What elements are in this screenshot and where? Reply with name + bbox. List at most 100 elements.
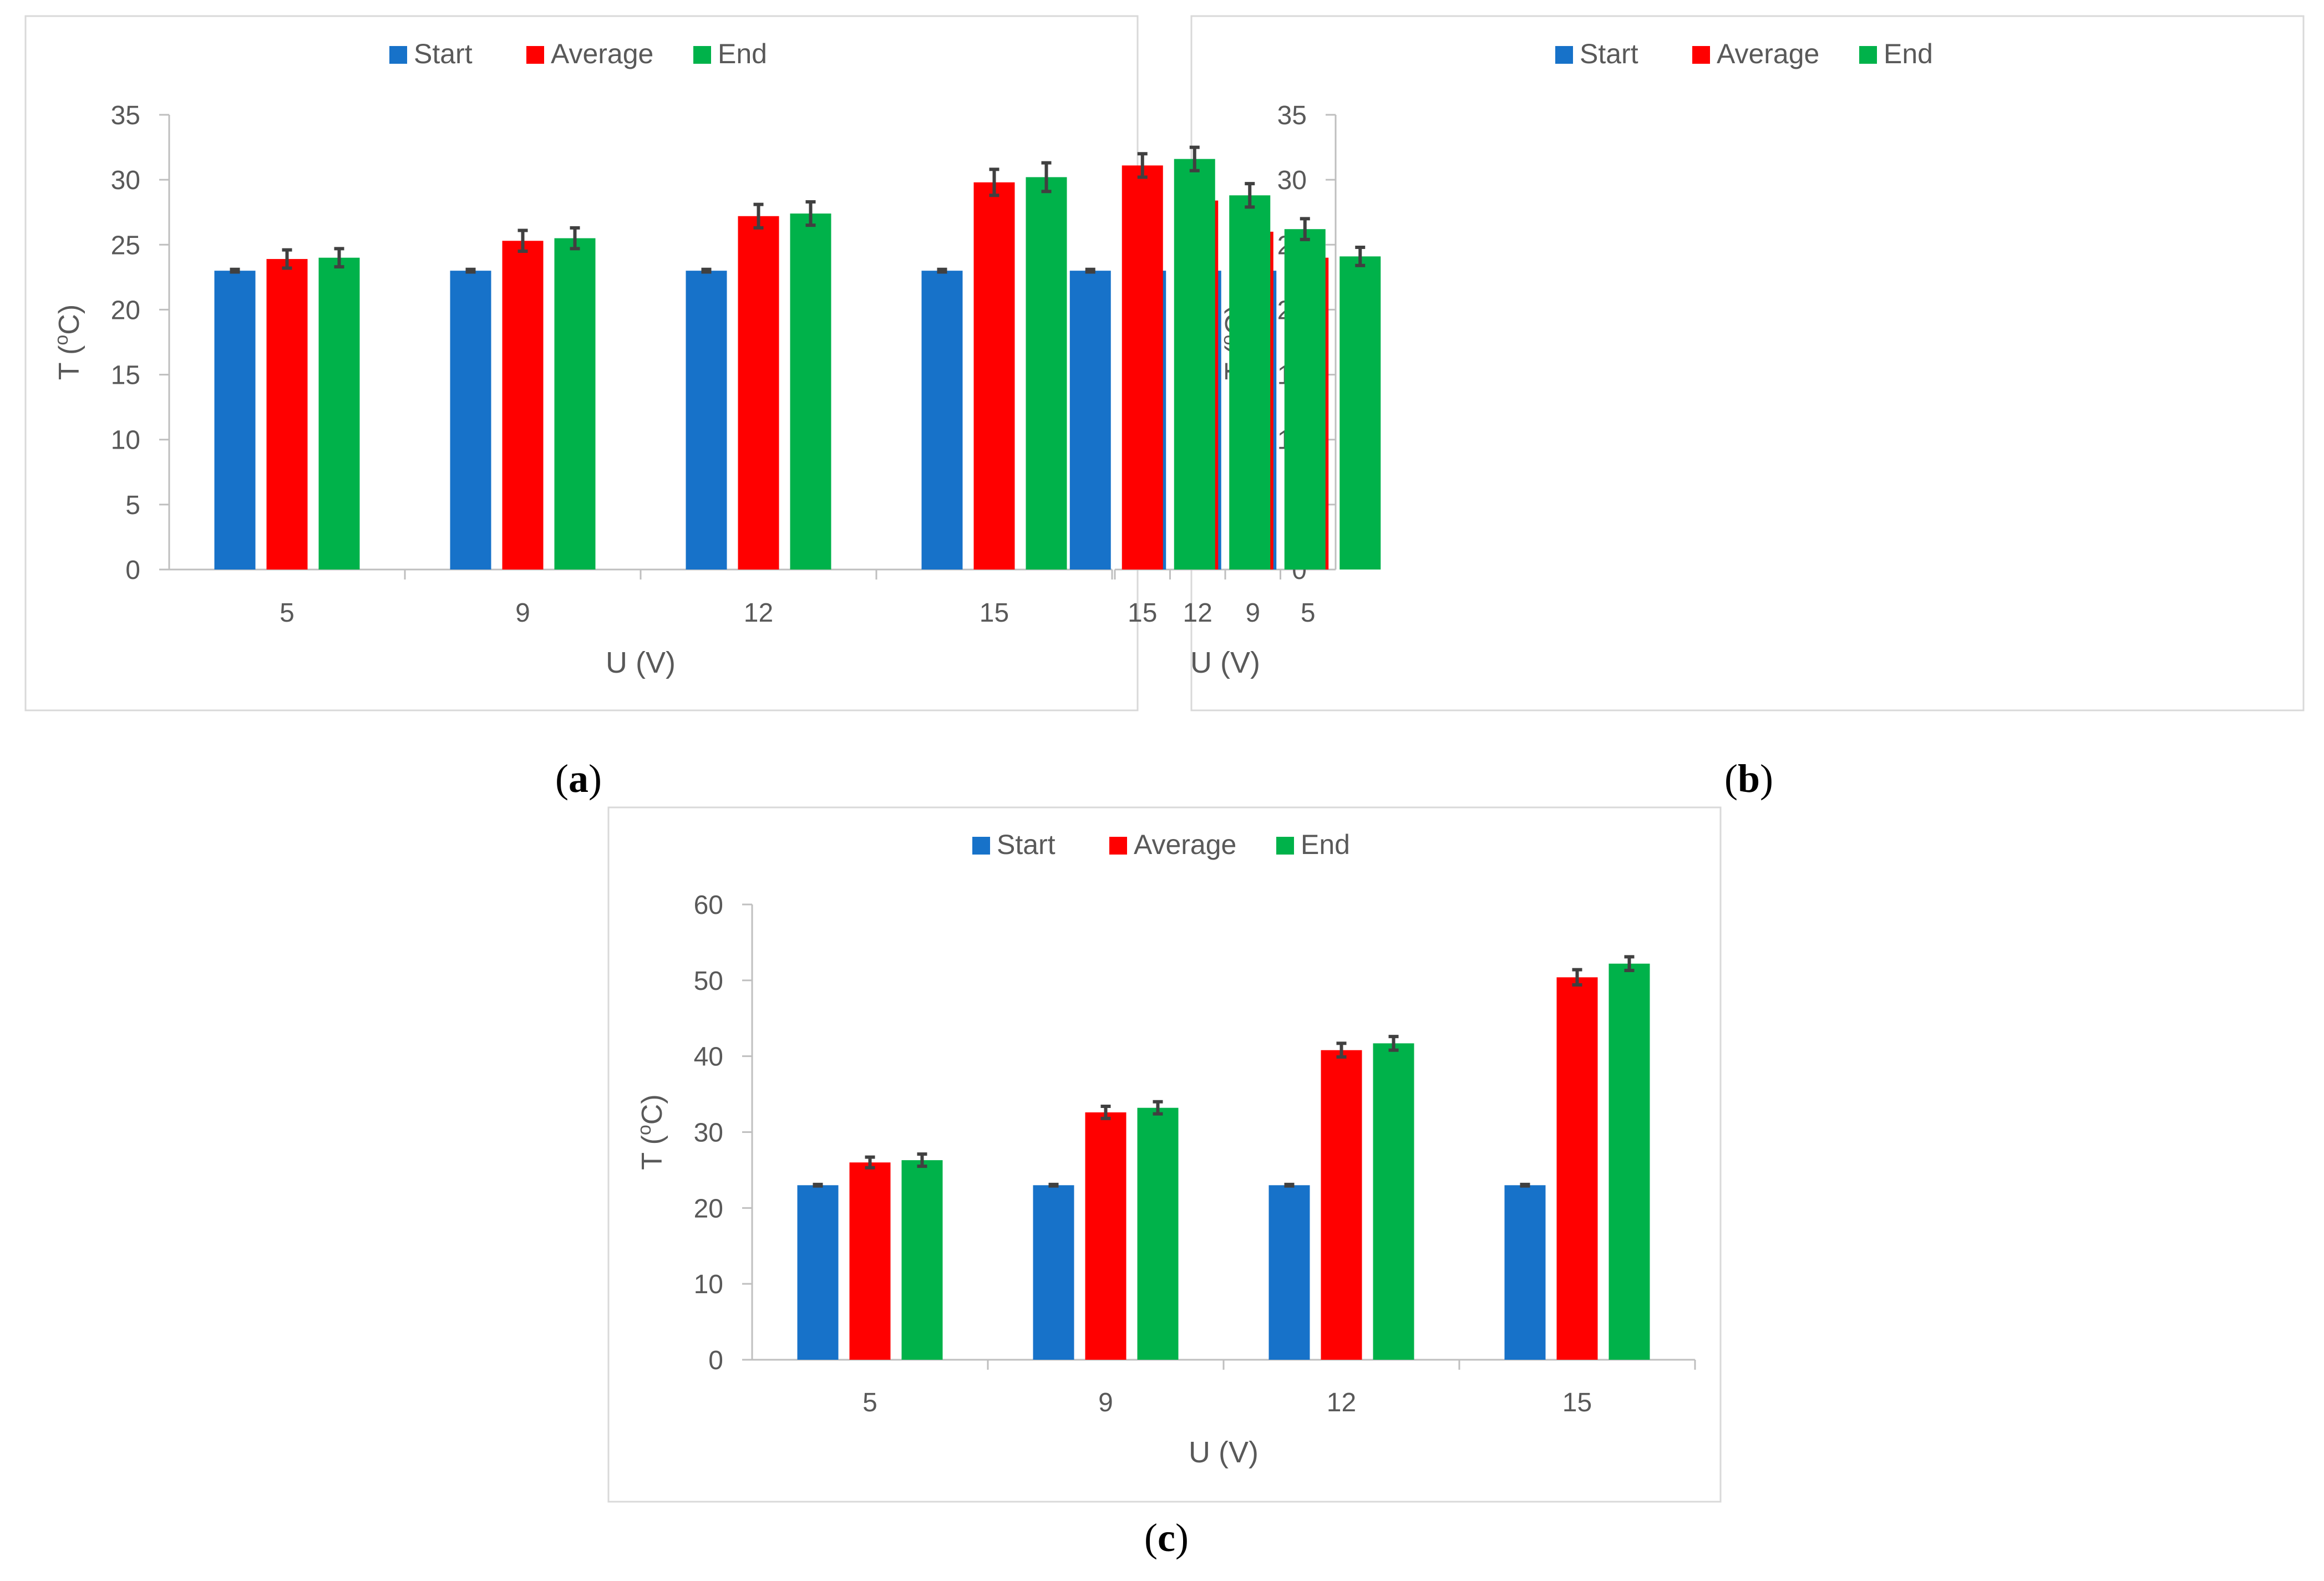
- error-bar-start-9: [1048, 1182, 1059, 1188]
- error-bar-average-12: [753, 202, 764, 230]
- legend: Start Average End: [972, 829, 1350, 860]
- y-tick-label: 30: [1277, 166, 1307, 195]
- error-bar-average-15: [1137, 152, 1148, 179]
- chart-panel-a: Start Average End 0 5 10 15 20 25 30 35 T (oC) 5 9 12 1…: [24, 15, 1139, 711]
- x-axis-title: U (V): [606, 646, 676, 679]
- legend-label: Average: [551, 38, 653, 69]
- legend-item-end: End: [693, 38, 767, 69]
- x-tick-label: 15: [980, 598, 1009, 628]
- y-tick-label: 35: [1277, 101, 1307, 130]
- y-axis-title: T (oC): [51, 304, 85, 380]
- error-bar-average-15: [989, 167, 999, 197]
- bar-average-5: [849, 1162, 891, 1360]
- legend-label: End: [1301, 829, 1350, 860]
- legend-item-start: Start: [389, 38, 473, 69]
- bar-start-12: [1268, 1185, 1310, 1360]
- panel-label-c: c: [1158, 1516, 1175, 1560]
- bar-end-15: [1608, 963, 1650, 1360]
- y-tick-label: 0: [708, 1346, 723, 1375]
- error-bar-start-15: [937, 267, 947, 274]
- bar-end-9: [554, 238, 596, 570]
- x-tick-label: 5: [862, 1388, 877, 1417]
- bar-end-15: [1174, 159, 1215, 570]
- legend-label: Average: [1134, 829, 1236, 860]
- legend-swatch: [1859, 46, 1877, 64]
- error-bar-average-5: [282, 248, 292, 270]
- bar-average-9: [502, 241, 544, 570]
- error-bar-end-12: [1245, 182, 1255, 209]
- bar-average-15: [1122, 165, 1163, 570]
- y-tick-label: 50: [694, 967, 723, 996]
- legend-swatch: [389, 46, 407, 64]
- error-bar-end-5: [334, 247, 344, 269]
- y-tick-label: 10: [111, 426, 140, 455]
- bar-end-9: [1284, 229, 1326, 570]
- y-tick-label: 35: [111, 101, 140, 130]
- error-bar-start-12: [701, 267, 712, 274]
- x-axis-title: U (V): [1189, 1436, 1259, 1469]
- legend-item-end: End: [1276, 829, 1350, 860]
- legend-label: Start: [414, 38, 473, 69]
- bar-start-5: [797, 1185, 839, 1360]
- x-tick-label: 15: [1562, 1388, 1592, 1417]
- bar-average-5: [266, 259, 308, 570]
- legend-item-average: Average: [526, 38, 653, 69]
- panel-caption-a: (a): [555, 756, 602, 801]
- error-bar-end-5: [917, 1152, 927, 1168]
- y-tick-label: 60: [694, 891, 723, 920]
- x-tick-label: 12: [744, 598, 773, 628]
- bar-end-5: [901, 1160, 943, 1360]
- error-bar-end-9: [1300, 217, 1310, 241]
- bar-end-12: [1373, 1043, 1414, 1360]
- legend-swatch: [972, 837, 990, 855]
- x-tick-label: 12: [1183, 598, 1212, 628]
- error-bar-end-15: [1624, 955, 1635, 973]
- y-tick-label: 20: [694, 1194, 723, 1223]
- bar-average-12: [738, 216, 779, 570]
- error-bar-end-5: [1355, 245, 1366, 267]
- bar-average-15: [1556, 977, 1598, 1360]
- error-bar-average-15: [1572, 968, 1582, 987]
- legend: Start Average End: [1555, 38, 1933, 69]
- bar-end-12: [1229, 195, 1271, 570]
- legend-item-start: Start: [972, 829, 1056, 860]
- error-bar-average-12: [1336, 1041, 1347, 1059]
- legend-label: Start: [997, 829, 1056, 860]
- bar-start-9: [1033, 1185, 1074, 1360]
- y-tick-label: 20: [111, 296, 140, 325]
- error-bar-end-15: [1041, 161, 1052, 194]
- y-tick-label: 30: [694, 1119, 723, 1148]
- legend-label: Average: [1717, 38, 1819, 69]
- x-axis-title: U (V): [1190, 646, 1260, 679]
- x-tick-label: 5: [1301, 598, 1316, 628]
- x-tick-label: 9: [515, 598, 530, 628]
- bar-start-5: [214, 271, 256, 570]
- error-bar-average-9: [1100, 1104, 1111, 1120]
- bar-end-5: [318, 257, 360, 570]
- error-bar-start-5: [230, 267, 240, 274]
- bar-average-9: [1085, 1112, 1127, 1360]
- legend-label: Start: [1580, 38, 1638, 69]
- error-bar-start-9: [465, 267, 476, 274]
- y-tick-label: 15: [111, 361, 140, 390]
- error-bar-end-12: [805, 200, 816, 227]
- legend-item-average: Average: [1692, 38, 1819, 69]
- error-bar-end-12: [1388, 1035, 1399, 1052]
- y-tick-label: 0: [125, 556, 140, 585]
- bar-end-9: [1137, 1107, 1179, 1360]
- error-bar-average-9: [517, 228, 528, 253]
- panel-label-b: b: [1738, 756, 1760, 801]
- x-tick-label: 15: [1128, 598, 1157, 628]
- chart-panel-c: Start Average End 0 10 20 30 40 50 60 T (oC) 5 9 12 15…: [607, 806, 1722, 1503]
- legend-swatch: [1276, 837, 1294, 855]
- bar-start-15: [1504, 1185, 1546, 1360]
- x-tick-label: 9: [1098, 1388, 1113, 1417]
- bar-start-15: [921, 271, 963, 570]
- y-tick-label: 5: [125, 491, 140, 520]
- error-bar-end-15: [1189, 145, 1200, 172]
- bar-start-12: [686, 271, 727, 570]
- x-tick-label: 9: [1245, 598, 1260, 628]
- bar-end-15: [1026, 177, 1067, 570]
- legend-swatch: [1555, 46, 1573, 64]
